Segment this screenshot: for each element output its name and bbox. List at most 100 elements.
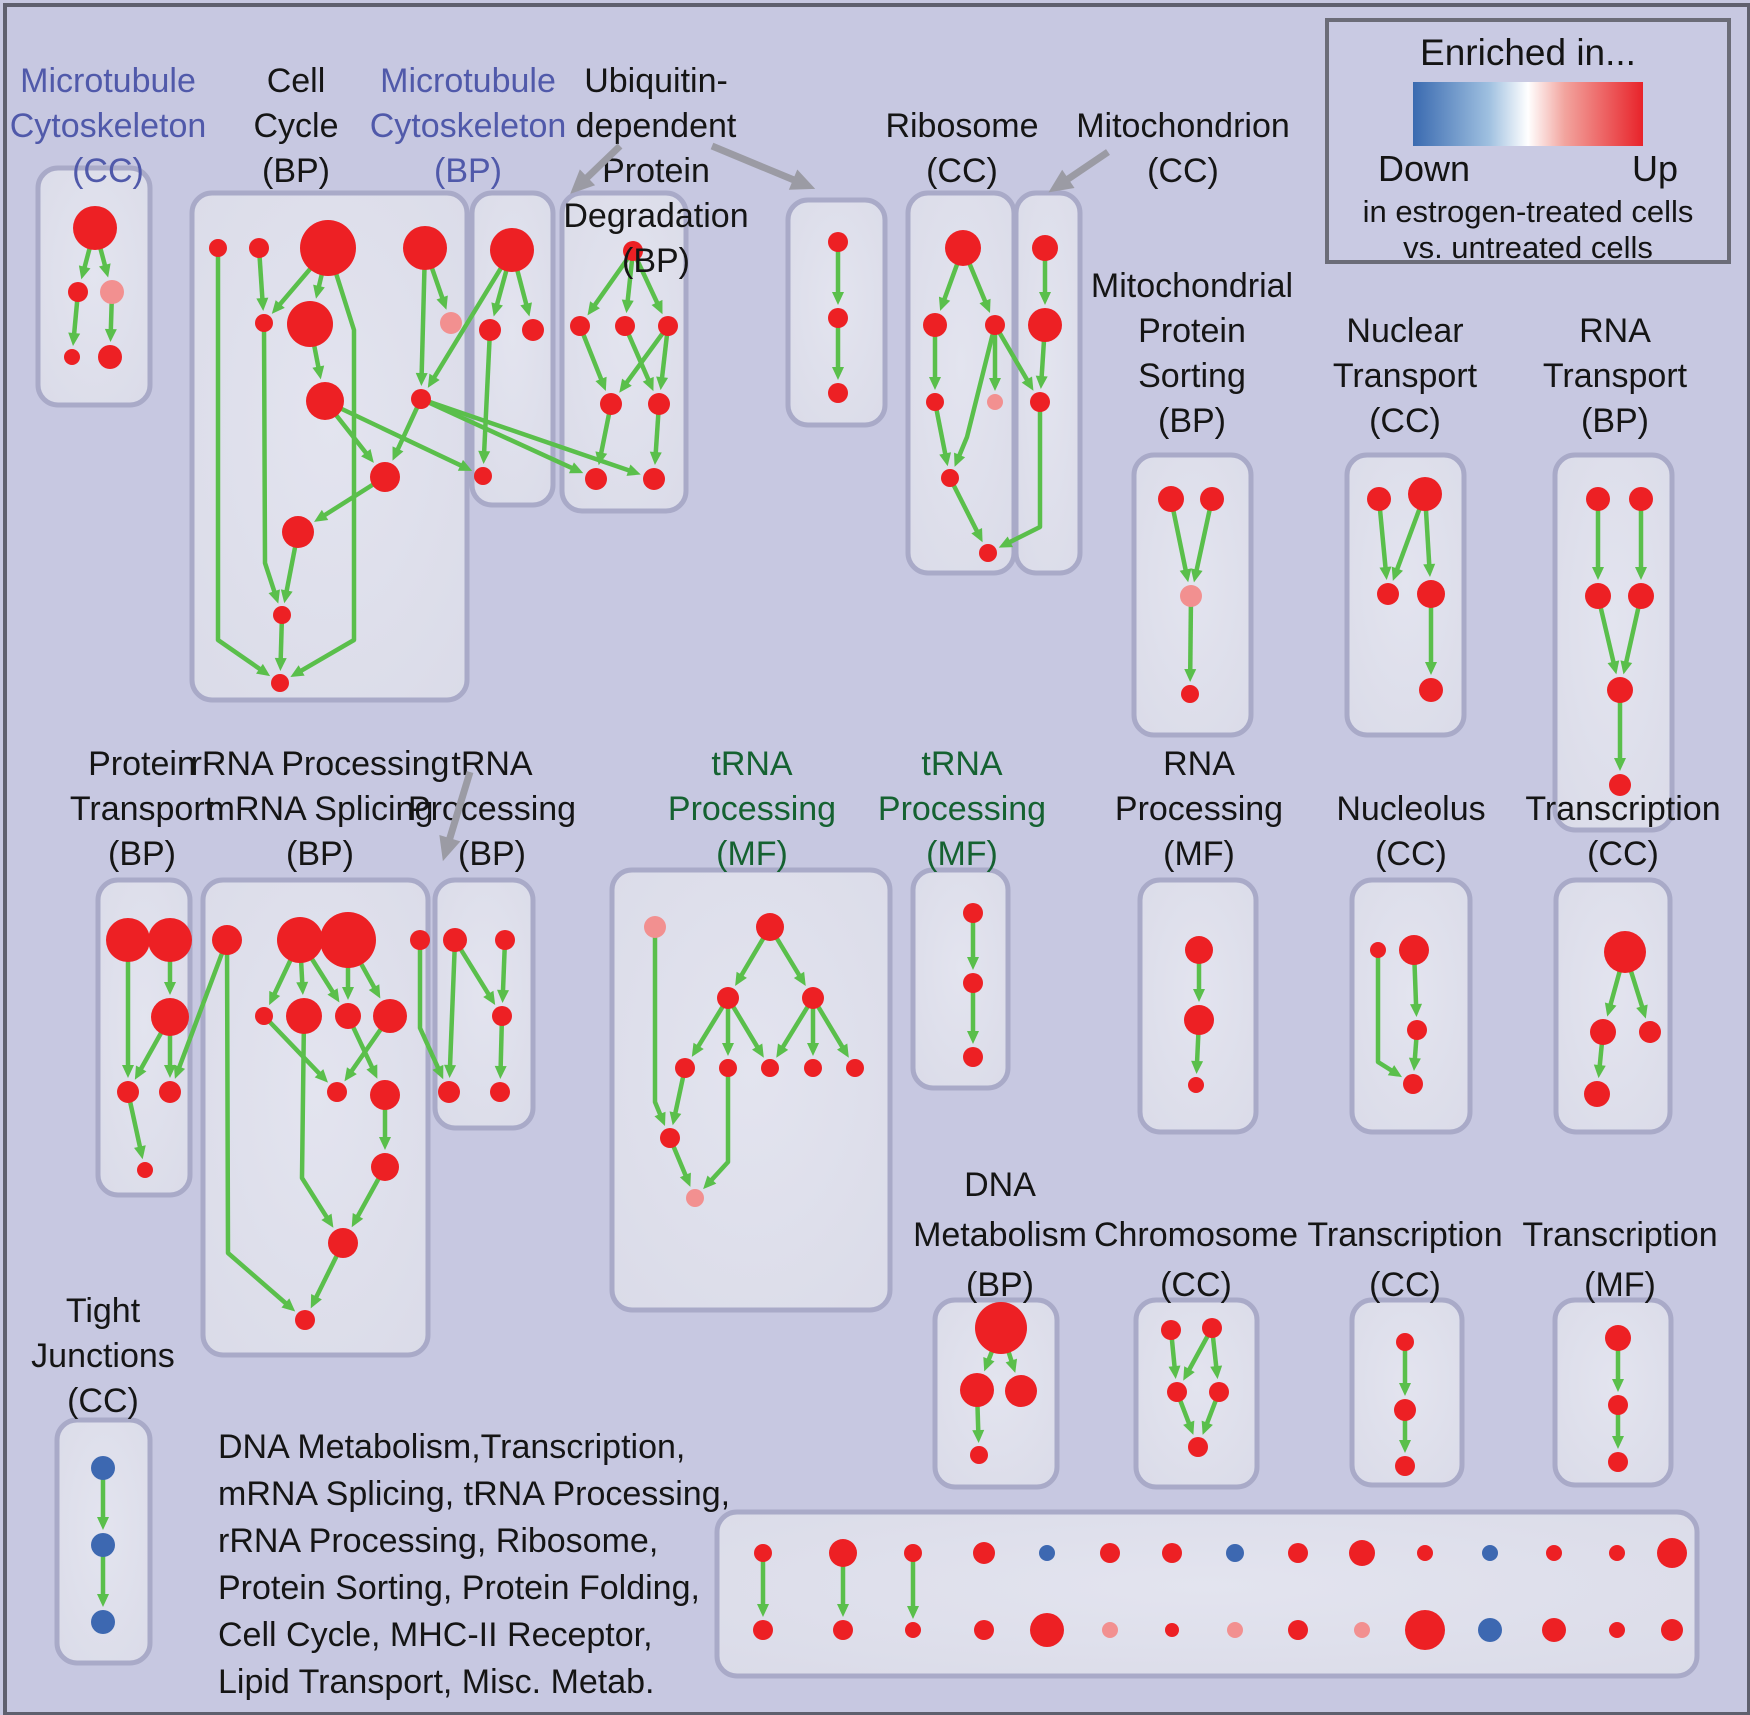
edge-line xyxy=(710,142,802,186)
edge-arrowhead xyxy=(907,1606,919,1619)
edge-arrowhead xyxy=(757,1604,769,1617)
panel-node-top-2 xyxy=(904,1544,922,1562)
legend-gradient-bar xyxy=(1413,82,1643,146)
go-term-node-nc4 xyxy=(1403,1074,1423,1094)
box-microtubule-cc xyxy=(35,165,153,408)
cluster-label-ribosome-cc: Ribosome (CC) xyxy=(885,107,1038,190)
edge-arrowhead xyxy=(68,332,81,347)
edge-arrowhead xyxy=(1193,989,1205,1002)
edge-arrowhead xyxy=(595,451,608,466)
go-term-node-rr6 xyxy=(286,998,322,1034)
edge-arrowhead xyxy=(1387,1065,1402,1078)
go-term-node-mb3 xyxy=(522,319,544,341)
go-term-node-tj3 xyxy=(91,1610,115,1634)
edge-arrowhead xyxy=(972,1429,985,1444)
go-term-node-cc5 xyxy=(287,301,333,347)
edge-arrowhead xyxy=(735,971,747,986)
edge-arrowhead xyxy=(97,1517,109,1530)
edge-arrowhead xyxy=(271,300,285,314)
legend-caption-line2: vs. untreated cells xyxy=(1403,230,1653,265)
edge-arrowhead xyxy=(1005,1358,1018,1373)
edge-arrowhead xyxy=(1592,567,1604,580)
label-pointer-arrows xyxy=(439,142,1110,862)
cluster-label-cell-cycle-bp: Cell Cycle (BP) xyxy=(253,62,338,190)
go-term-node-ub4 xyxy=(658,316,678,336)
go-term-node-rb1 xyxy=(945,230,981,266)
edge-line xyxy=(1005,402,1043,546)
edge-arrowhead xyxy=(351,1212,364,1228)
legend-up-label: Up xyxy=(1631,148,1678,189)
edge-line xyxy=(262,1014,324,1078)
go-term-node-mb2 xyxy=(479,319,501,341)
go-term-node-rb6 xyxy=(941,469,959,487)
go-term-node-tg1 xyxy=(963,903,983,923)
go-term-node-nt4 xyxy=(1417,580,1445,608)
go-term-node-cc4 xyxy=(255,314,273,332)
go-term-node-rb4 xyxy=(926,393,944,411)
edge-arrowhead xyxy=(832,367,844,380)
go-term-node-tf3 xyxy=(717,987,739,1009)
edge-arrowhead xyxy=(751,1043,764,1058)
edge-arrowhead xyxy=(998,536,1014,548)
edge-arrowhead xyxy=(368,984,381,999)
edge-arrowhead xyxy=(427,373,440,388)
edge-arrowhead xyxy=(379,1137,391,1150)
panel-node-top-9 xyxy=(1349,1540,1375,1566)
edge-arrowhead xyxy=(1191,1060,1204,1075)
edge-arrowhead xyxy=(1425,662,1437,675)
edge-arrowhead xyxy=(621,299,634,314)
go-term-node-tca xyxy=(1396,1333,1414,1351)
edge-arrowhead xyxy=(164,1065,176,1078)
go-term-node-rr3 xyxy=(320,912,376,968)
box-rna-transport xyxy=(1552,452,1675,833)
panel-node-bottom-8 xyxy=(1288,1620,1308,1640)
edge-arrowhead xyxy=(1612,1379,1624,1392)
go-term-node-un1 xyxy=(828,232,848,252)
go-term-node-rr2 xyxy=(277,917,323,963)
panel-node-bottom-4 xyxy=(1030,1613,1064,1647)
go-term-node-nt1 xyxy=(1367,487,1391,511)
edge-arrowhead xyxy=(642,376,654,392)
edge-arrowhead xyxy=(1035,375,1048,390)
edge-line xyxy=(947,476,981,536)
go-term-node-mcc4 xyxy=(64,349,80,365)
go-term-node-tj1 xyxy=(91,1456,115,1480)
edge-arrowhead xyxy=(1039,292,1051,305)
edge-arrowhead xyxy=(939,452,952,467)
go-term-node-pt5 xyxy=(159,1081,181,1103)
go-term-node-ub2 xyxy=(570,316,590,336)
go-term-node-nt2 xyxy=(1408,477,1442,511)
edge-arrowhead xyxy=(1179,568,1192,583)
edge-line xyxy=(447,939,458,1070)
panel-node-top-3 xyxy=(973,1542,995,1564)
edge-arrowhead xyxy=(314,509,329,522)
go-term-node-nt5 xyxy=(1419,678,1443,702)
edge-arrowhead xyxy=(1048,169,1075,193)
edge-line xyxy=(590,249,635,310)
go-term-node-mcc2 xyxy=(68,282,88,302)
go-term-node-mp3 xyxy=(1180,585,1202,607)
edge-arrowhead xyxy=(669,1111,682,1126)
go-term-node-tcb xyxy=(1394,1399,1416,1421)
edge-line xyxy=(297,247,357,675)
legend-down-label: Down xyxy=(1378,148,1471,189)
edge-arrowhead xyxy=(651,299,663,315)
go-term-node-ub7 xyxy=(585,468,607,490)
go-term-node-cc3 xyxy=(403,226,447,270)
go-term-node-mcc5 xyxy=(98,345,122,369)
legend-title: Enriched in... xyxy=(1420,32,1636,73)
go-term-node-nc2 xyxy=(1399,935,1429,965)
panel-node-bottom-10 xyxy=(1405,1610,1445,1650)
cluster-label-transcription-cc-bottom: Transcription (CC) xyxy=(1307,1216,1502,1304)
go-term-node-rr7 xyxy=(335,1003,361,1029)
edge-arrowhead xyxy=(164,982,176,995)
go-term-node-rp3 xyxy=(1188,1077,1204,1093)
go-term-node-mcc1 xyxy=(73,206,117,250)
go-term-node-rr5 xyxy=(255,1007,273,1025)
edge-arrowhead xyxy=(483,990,496,1005)
edge-arrowhead xyxy=(444,1064,457,1079)
go-term-node-pt2 xyxy=(148,918,192,962)
edge-arrowhead xyxy=(104,328,117,343)
go-term-node-mb4 xyxy=(474,467,492,485)
edge-line xyxy=(579,143,623,185)
